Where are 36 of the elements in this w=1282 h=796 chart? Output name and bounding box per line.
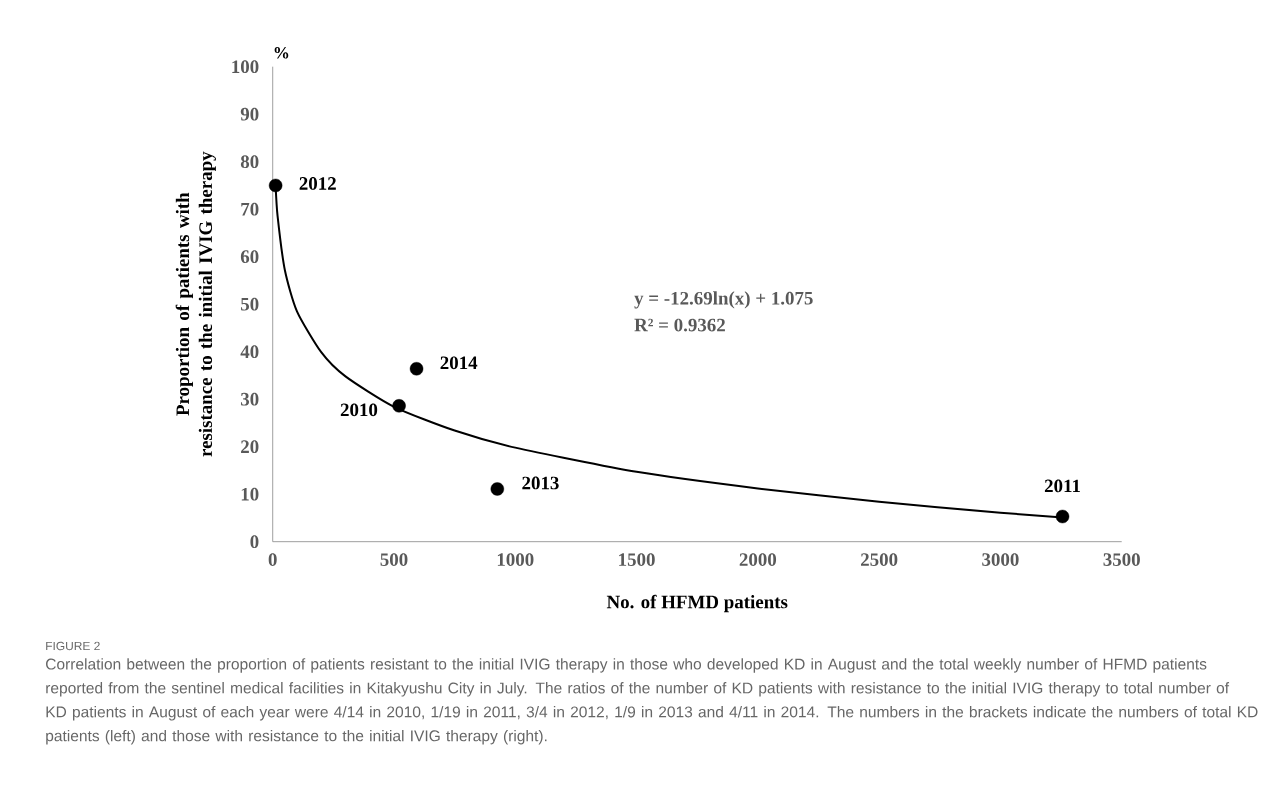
annotation: 2010 <box>340 403 378 417</box>
annotation: 2011 <box>1044 479 1080 493</box>
point <box>392 399 406 413</box>
x-axis-title: No. of HFMD patients <box>606 594 788 613</box>
annotation: 2012 <box>299 177 336 190</box>
y-tick-label: 100 <box>232 60 259 74</box>
point <box>409 362 424 376</box>
x-tick-label: 3000 <box>982 553 1019 566</box>
y-tick-label: 90 <box>240 107 259 121</box>
y-tick-label: 0 <box>250 535 259 549</box>
y-tick-label: 60 <box>240 250 259 264</box>
x-tick-label: 1500 <box>619 553 655 566</box>
point <box>268 178 283 193</box>
y-tick-label: 40 <box>240 345 259 359</box>
x-tick-label: 2000 <box>739 553 777 566</box>
x-tick-label: 0 <box>268 553 277 566</box>
x-tick-label: 1000 <box>497 553 534 566</box>
annotation: 2014 <box>440 356 478 370</box>
y-axis-title: Proportion of patients with resistance to the initial IVIG therapy <box>175 151 216 457</box>
y-tick-label: 70 <box>241 202 259 216</box>
y-tick-label: 30 <box>240 392 259 406</box>
x-tick-label: 500 <box>380 553 408 566</box>
y-tick-label: 50 <box>241 297 259 311</box>
point <box>490 482 505 496</box>
y-tick-label: 80 <box>240 155 259 169</box>
point <box>1055 509 1070 524</box>
annotation: 2013 <box>522 476 559 490</box>
annotation: R² = 0.9362 <box>634 318 725 332</box>
caption: FIGURE 2 <box>46 641 100 651</box>
annotation: y = -12.69ln(x) + 1.075 <box>634 291 813 309</box>
y-tick-label: 10 <box>241 487 259 501</box>
x-tick-label: 2500 <box>861 553 898 566</box>
text: % <box>274 46 289 59</box>
x-tick-label: 3500 <box>1103 553 1140 566</box>
y-tick-label: 20 <box>241 440 259 454</box>
text: Correlation between the proportion of patients resistant to the initial IVIG therapy in those who developed KD in August and the total weekly number of HFMD patients reported from the sentinel medical facilities in Kitakyushu City in July. The ratios of the number of KD patients with resistance to the initial IVIG therapy to total number of KD patients in August of each year were 4/14 in 2010, 1/19 in 2011, 3/4 in 2012, 1/9 in 2013 and 4/11 in 2014. The numbers in the brackets indicate the numbers of total KD patients (left) and those with resistance to the initial IVIG therapy (right). <box>46 658 1258 745</box>
